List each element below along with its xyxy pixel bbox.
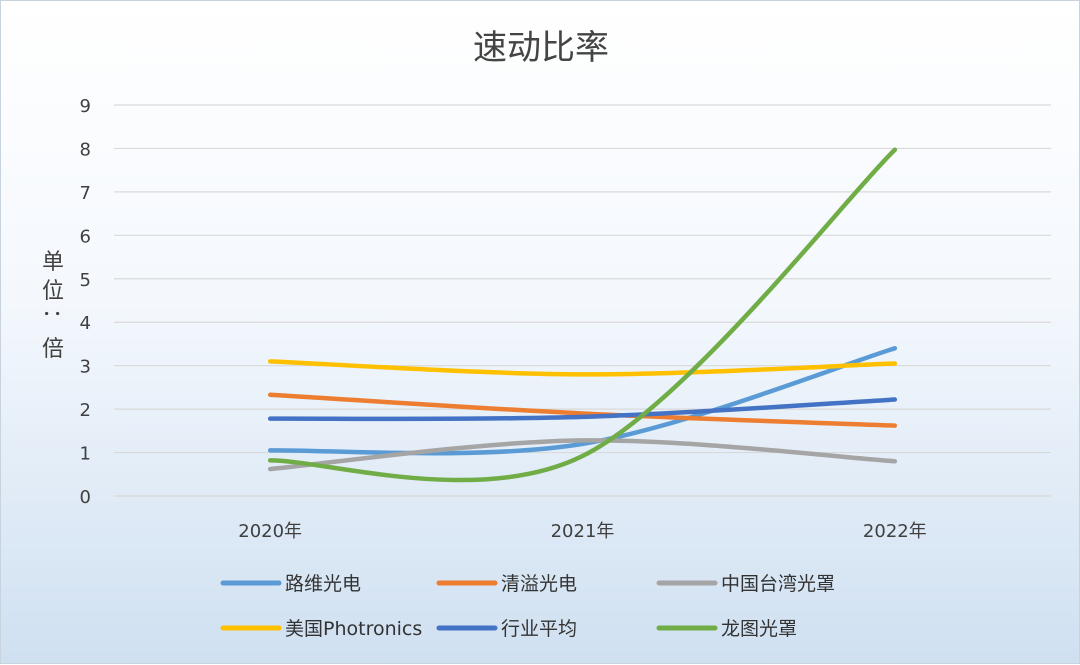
y-axis-ticks: 0 1 2 3 4 5 6 7 8 9	[80, 96, 91, 508]
legend-label: 行业平均	[501, 618, 577, 640]
x-tick-label: 2022年	[863, 521, 927, 542]
y-tick-label: 4	[80, 313, 91, 334]
gridlines	[114, 104, 1051, 497]
y-axis-label-char: 位	[42, 279, 64, 304]
y-axis-label-char: ：	[39, 308, 64, 330]
legend-label: 美国Photronics	[285, 618, 422, 640]
legend-label: 龙图光罩	[721, 618, 797, 640]
y-tick-label: 2	[80, 400, 91, 421]
series-line-3	[267, 359, 898, 377]
legend-label: 路维光电	[285, 573, 361, 595]
y-tick-label: 9	[80, 96, 91, 117]
x-axis-ticks: 2020年 2021年 2022年	[238, 521, 926, 542]
series-line-2	[267, 438, 898, 472]
y-tick-label: 3	[80, 357, 91, 378]
series-line-4	[267, 397, 898, 422]
y-tick-label: 7	[80, 183, 91, 204]
series-line-5	[267, 147, 898, 483]
chart-title: 速动比率	[473, 28, 609, 68]
y-axis-label: 单位 ： 倍	[39, 250, 64, 362]
x-tick-label: 2020年	[238, 521, 302, 542]
y-tick-label: 5	[80, 270, 91, 291]
y-tick-label: 1	[80, 444, 91, 465]
series-lines	[267, 147, 898, 483]
x-tick-label: 2021年	[551, 521, 615, 542]
y-tick-label: 6	[80, 226, 91, 247]
legend-label: 清溢光电	[501, 573, 577, 595]
y-tick-label: 0	[80, 487, 91, 508]
series-line-1	[267, 392, 898, 428]
y-tick-label: 8	[80, 139, 91, 160]
y-axis-label-char: 单	[42, 250, 64, 275]
legend-label: 中国台湾光罩	[721, 573, 835, 595]
y-axis-label-char: 倍	[42, 337, 64, 362]
series-line-0	[267, 346, 898, 456]
